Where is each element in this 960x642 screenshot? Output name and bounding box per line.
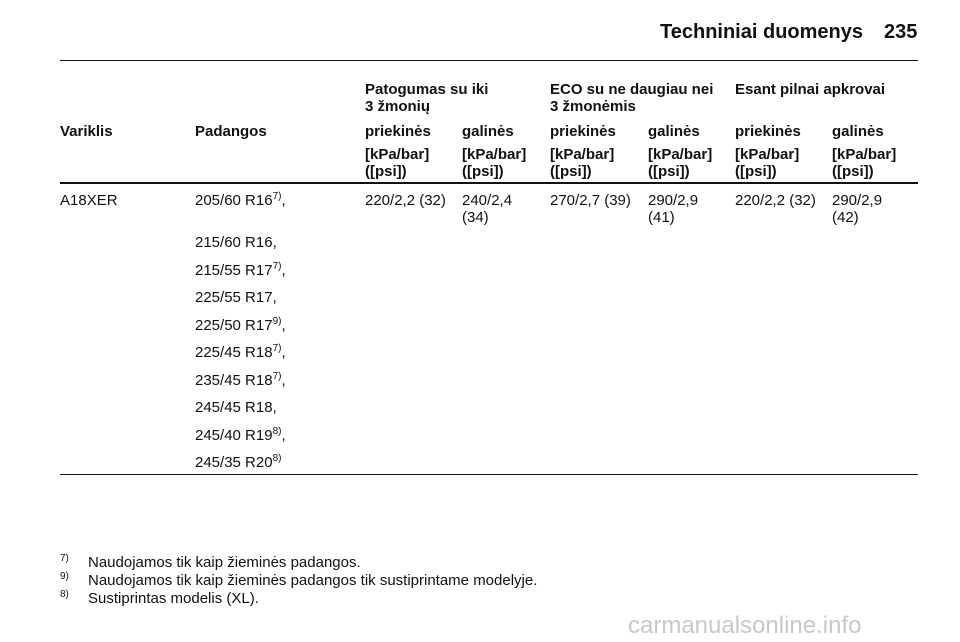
tire-size: 215/60 R16, (195, 234, 277, 251)
footnote-ref: 8) (272, 425, 282, 437)
pressure: 270/2,7 (39) (550, 192, 631, 209)
unit-label: ([psi]) (832, 163, 874, 180)
column-header: priekinės (550, 123, 616, 140)
group-header: 3 žmonėmis (550, 98, 636, 115)
punctuation: , (281, 426, 286, 444)
tire-size: 215/55 R177), (195, 260, 286, 279)
tire-size: 225/55 R17, (195, 289, 277, 306)
pressure: (34) (462, 209, 489, 226)
unit-label: [kPa/bar] (735, 146, 800, 163)
pressure: 220/2,2 (32) (735, 192, 816, 209)
engine: A18XER (60, 192, 118, 209)
pressure: 290/2,9 (832, 192, 883, 209)
column-header: Variklis (60, 123, 113, 140)
footnote-ref: 8) (272, 453, 282, 464)
column-header: galinės (648, 123, 700, 140)
unit-label: ([psi]) (550, 163, 592, 180)
pressure: (41) (648, 209, 675, 226)
footnote-text: Naudojamos tik kaip žieminės padangos. (88, 554, 361, 571)
tire-text: 215/55 R17 (195, 261, 273, 279)
tire-text: 245/45 R18, (195, 399, 277, 416)
tire-text: 225/50 R17 (195, 316, 273, 334)
footnote-mark: 9) (60, 571, 69, 582)
group-header: Patogumas su iki (365, 81, 489, 98)
tire-size: 225/50 R179), (195, 315, 286, 334)
pressure: 290/2,9 (648, 192, 699, 209)
tire-size: 245/40 R198), (195, 425, 286, 444)
tire-size: 245/35 R208) (195, 453, 282, 472)
footnote-mark: 8) (60, 589, 69, 600)
group-header: ECO su ne daugiau nei (550, 81, 714, 98)
tire-size: 205/60 R167), (195, 191, 286, 210)
pressure: 220/2,2 (32) (365, 192, 446, 209)
tire-text: 205/60 R16 (195, 192, 273, 209)
footnote-text: Sustiprintas modelis (XL). (88, 590, 259, 607)
footnote-ref: 7) (272, 370, 282, 382)
unit-label: [kPa/bar] (550, 146, 615, 163)
header-rule (60, 60, 918, 61)
tire-text: 215/60 R16, (195, 234, 277, 251)
page-title: Techniniai duomenys (660, 21, 863, 43)
column-header: galinės (832, 123, 884, 140)
group-header: Esant pilnai apkrovai (735, 81, 886, 98)
unit-label: [kPa/bar] (462, 146, 527, 163)
pressure: 240/2,4 (462, 192, 513, 209)
watermark: carmanualsonline.info (628, 612, 862, 639)
tire-size: 225/45 R187), (195, 343, 286, 362)
column-header: galinės (462, 123, 514, 140)
unit-label: [kPa/bar] (365, 146, 430, 163)
table-end-rule (60, 474, 918, 475)
tire-size: 245/45 R18, (195, 399, 277, 416)
tire-text: 225/55 R17, (195, 289, 277, 306)
footnote-ref: 9) (272, 315, 282, 327)
punctuation: , (281, 344, 286, 361)
column-header: priekinės (365, 123, 431, 140)
table-head-rule (60, 182, 918, 184)
group-header: 3 žmonių (365, 98, 431, 115)
punctuation: , (281, 192, 286, 209)
unit-label: [kPa/bar] (648, 146, 713, 163)
punctuation: , (281, 371, 286, 389)
unit-label: ([psi]) (735, 163, 777, 180)
footnote-ref: 7) (272, 343, 282, 354)
tire-text: 245/35 R20 (195, 454, 273, 471)
punctuation: , (281, 316, 286, 334)
unit-label: ([psi]) (462, 163, 504, 180)
pressure: (42) (832, 209, 859, 226)
unit-label: ([psi]) (365, 163, 407, 180)
column-header: priekinės (735, 123, 801, 140)
tire-size: 235/45 R187), (195, 370, 286, 389)
tire-text: 235/45 R18 (195, 371, 273, 389)
punctuation: , (281, 261, 286, 279)
footnote-ref: 7) (272, 191, 282, 202)
unit-label: ([psi]) (648, 163, 690, 180)
footnote-text: Naudojamos tik kaip žieminės padangos ti… (88, 572, 538, 589)
unit-label: [kPa/bar] (832, 146, 897, 163)
footnote-ref: 7) (272, 260, 282, 272)
page-number: 235 (884, 21, 918, 43)
tire-text: 225/45 R18 (195, 344, 273, 361)
tire-text: 245/40 R19 (195, 426, 273, 444)
column-header: Padangos (195, 123, 267, 140)
footnote-mark: 7) (60, 553, 69, 564)
